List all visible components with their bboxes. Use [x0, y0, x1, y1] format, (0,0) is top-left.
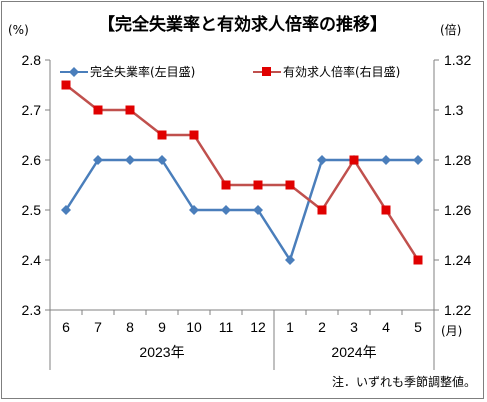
year-label-2023: 2023年 — [139, 344, 184, 360]
right-tick-label: 1.28 — [444, 152, 471, 168]
unemployment-rate-point — [381, 155, 391, 165]
x-tick-label: 1 — [286, 319, 294, 335]
x-tick-label: 4 — [382, 319, 390, 335]
job-ratio-point — [285, 180, 295, 190]
left-tick-label: 2.7 — [22, 102, 42, 118]
right-tick-label: 1.32 — [444, 52, 471, 68]
right-tick-label: 1.26 — [444, 202, 471, 218]
legend-jobs-label: 有効求人倍率(右目盛) — [283, 64, 400, 79]
x-tick-label: 10 — [186, 319, 202, 335]
left-tick-label: 2.5 — [22, 202, 42, 218]
left-tick-label: 2.4 — [22, 252, 42, 268]
left-tick-label: 2.6 — [22, 152, 42, 168]
unemployment-rate-point — [285, 255, 295, 265]
left-tick-label: 2.3 — [22, 302, 42, 318]
x-tick-label: 5 — [414, 319, 422, 335]
unemployment-rate-point — [93, 155, 103, 165]
x-tick-label: 12 — [250, 319, 266, 335]
job-ratio-point — [125, 105, 135, 115]
chart-title: 【完全失業率と有効求人倍率の推移】 — [98, 15, 387, 35]
unemployment-rate-point — [61, 205, 71, 215]
legend-unemployment-marker — [69, 67, 79, 77]
job-ratio-point — [317, 205, 327, 215]
job-ratio-point — [93, 105, 103, 115]
x-tick-label: 6 — [62, 319, 70, 335]
job-ratio-point — [189, 130, 199, 140]
job-ratio-point — [349, 155, 359, 165]
unemployment-rate-point — [125, 155, 135, 165]
unemployment-rate-point — [413, 155, 423, 165]
right-tick-label: 1.3 — [444, 102, 464, 118]
right-axis-unit: (倍) — [440, 22, 461, 37]
right-tick-label: 1.24 — [444, 252, 471, 268]
legend-unemployment-label: 完全失業率(左目盛) — [90, 64, 195, 79]
footnote: 注．いずれも季節調整値。 — [332, 374, 476, 389]
unemployment-rate-point — [317, 155, 327, 165]
job-ratio-point — [157, 130, 167, 140]
unemployment-rate-point — [189, 205, 199, 215]
unemployment-rate-line — [64, 158, 418, 262]
x-tick-label: 2 — [318, 319, 326, 335]
job-ratio-point — [253, 180, 263, 190]
x-tick-label: 11 — [219, 319, 234, 335]
x-tick-label: 9 — [158, 319, 166, 335]
job-ratio-point — [381, 205, 391, 215]
x-tick-label: 8 — [126, 319, 134, 335]
right-tick-label: 1.22 — [444, 302, 471, 318]
left-tick-label: 2.8 — [22, 52, 42, 68]
unemployment-rate-point — [221, 205, 231, 215]
unemployment-rate-point — [157, 155, 167, 165]
x-axis-unit: (月) — [441, 324, 462, 338]
year-label-2024: 2024年 — [331, 344, 376, 360]
job-ratio-point — [221, 180, 231, 190]
job-ratio-line — [65, 84, 420, 261]
x-tick-label: 3 — [350, 319, 358, 335]
legend-jobs-marker — [262, 67, 271, 76]
unemployment-rate-point — [253, 205, 263, 215]
job-ratio-point — [413, 255, 423, 265]
left-axis-unit: (%) — [8, 23, 29, 37]
job-ratio-point — [61, 80, 71, 90]
legend: 完全失業率(左目盛) 有効求人倍率(右目盛) — [60, 64, 400, 79]
x-tick-label: 7 — [94, 319, 102, 335]
